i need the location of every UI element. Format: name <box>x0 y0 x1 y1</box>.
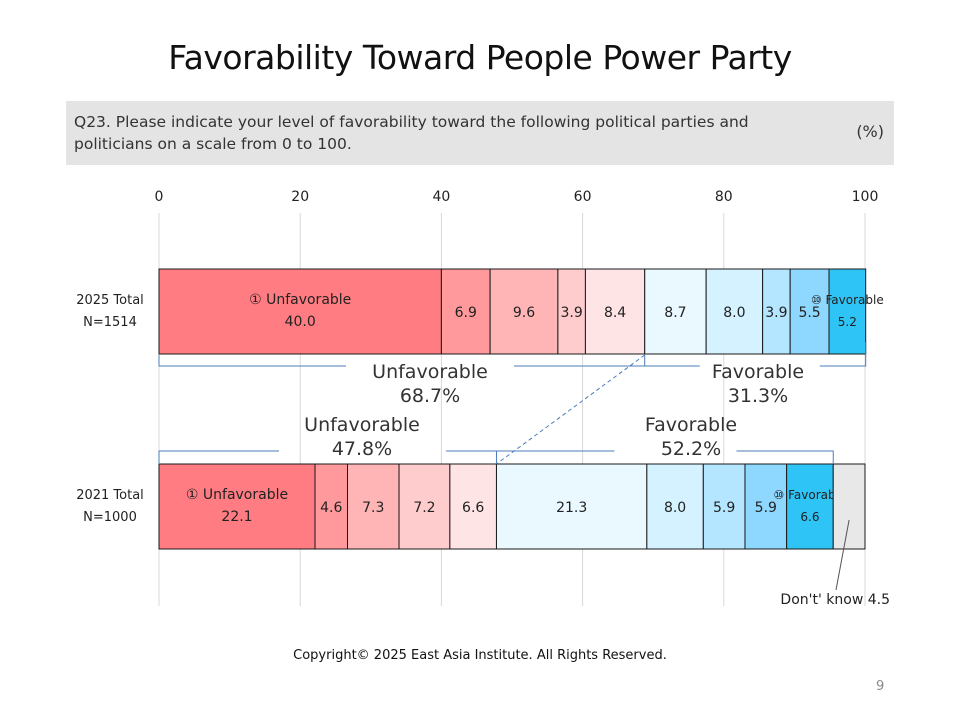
bar-segment <box>398 463 451 550</box>
bar-segment <box>828 268 867 355</box>
callout-line <box>835 519 850 591</box>
dont-know-callout: Don't' know 4.5 <box>780 592 890 608</box>
bracket-line <box>446 450 497 464</box>
axis-tick-label: 40 <box>432 189 450 205</box>
data-label: 5.9 <box>713 500 735 516</box>
data-label: 40.0 <box>285 314 316 330</box>
bar-segment <box>705 268 764 355</box>
bracket-line <box>736 450 834 464</box>
bar-segment <box>440 268 491 355</box>
group-label-unfavorable: Unfavorable <box>372 361 488 383</box>
copyright: Copyright© 2025 East Asia Institute. All… <box>293 648 667 663</box>
data-label: 8.0 <box>723 305 745 321</box>
data-label: 4.6 <box>320 500 342 516</box>
bar-segment <box>702 463 746 550</box>
data-label: 8.4 <box>604 305 626 321</box>
data-label: 3.9 <box>765 305 787 321</box>
bracket-line <box>158 450 279 464</box>
question-text: Q23. Please indicate your level of favor… <box>74 113 749 153</box>
bar-segment <box>158 463 316 550</box>
segment-tag: ⑩ Favorable <box>774 488 847 502</box>
data-label: 9.6 <box>513 305 535 321</box>
bracket-line <box>819 342 867 367</box>
bar-segment <box>762 268 791 355</box>
unit-label: (%) <box>856 122 884 141</box>
data-label: 3.9 <box>561 305 583 321</box>
data-label: 5.9 <box>755 500 777 516</box>
bracket-line <box>158 355 346 367</box>
bar-segment <box>314 463 349 550</box>
data-label: 5.2 <box>838 315 857 329</box>
question-box: Q23. Please indicate your level of favor… <box>66 101 894 165</box>
group-value-favorable: 31.3% <box>728 385 788 407</box>
group-value-unfavorable: 68.7% <box>400 385 460 407</box>
bar-segment <box>832 463 866 550</box>
group-label-favorable: Favorable <box>712 361 804 383</box>
row-label: 2021 Total <box>76 488 144 503</box>
axis-tick-label: 60 <box>574 189 592 205</box>
data-label: 7.3 <box>362 500 384 516</box>
bar-segment <box>786 463 834 550</box>
data-label: 6.9 <box>455 305 477 321</box>
group-label-unfavorable: Unfavorable <box>304 414 420 436</box>
group-value-favorable: 52.2% <box>661 438 721 460</box>
group-label-favorable: Favorable <box>645 414 737 436</box>
bar-segment <box>158 268 442 355</box>
bar-segment <box>744 463 788 550</box>
row-label-n: N=1000 <box>83 510 137 525</box>
bar-segment <box>557 268 586 355</box>
segment-tag: ⑩ Favorable <box>811 293 884 307</box>
bracket-line <box>514 355 646 367</box>
axis-tick-label: 0 <box>155 189 164 205</box>
page-title: Favorability Toward People Power Party <box>168 38 792 77</box>
bar-segment <box>789 268 830 355</box>
bar-segment <box>347 463 400 550</box>
axis-tick-label: 80 <box>715 189 733 205</box>
data-label: 6.6 <box>800 510 819 524</box>
bar-segment <box>489 268 559 355</box>
row-label: 2025 Total <box>76 293 144 308</box>
segment-tag: ① Unfavorable <box>249 292 351 308</box>
bar-segment <box>495 463 648 550</box>
data-label: 8.0 <box>664 500 686 516</box>
data-label: 5.5 <box>798 305 820 321</box>
row-label-n: N=1514 <box>83 315 137 330</box>
segment-tag: ① Unfavorable <box>186 487 288 503</box>
data-label: 22.1 <box>221 509 252 525</box>
page-number: 9 <box>876 679 885 694</box>
data-label: 21.3 <box>556 500 587 516</box>
data-label: 8.7 <box>664 305 686 321</box>
axis-tick-label: 100 <box>852 189 879 205</box>
connector-line <box>496 354 646 465</box>
axis-tick-label: 20 <box>291 189 309 205</box>
data-label: 7.2 <box>413 500 435 516</box>
data-label: 6.6 <box>462 500 484 516</box>
group-value-unfavorable: 47.8% <box>332 438 392 460</box>
